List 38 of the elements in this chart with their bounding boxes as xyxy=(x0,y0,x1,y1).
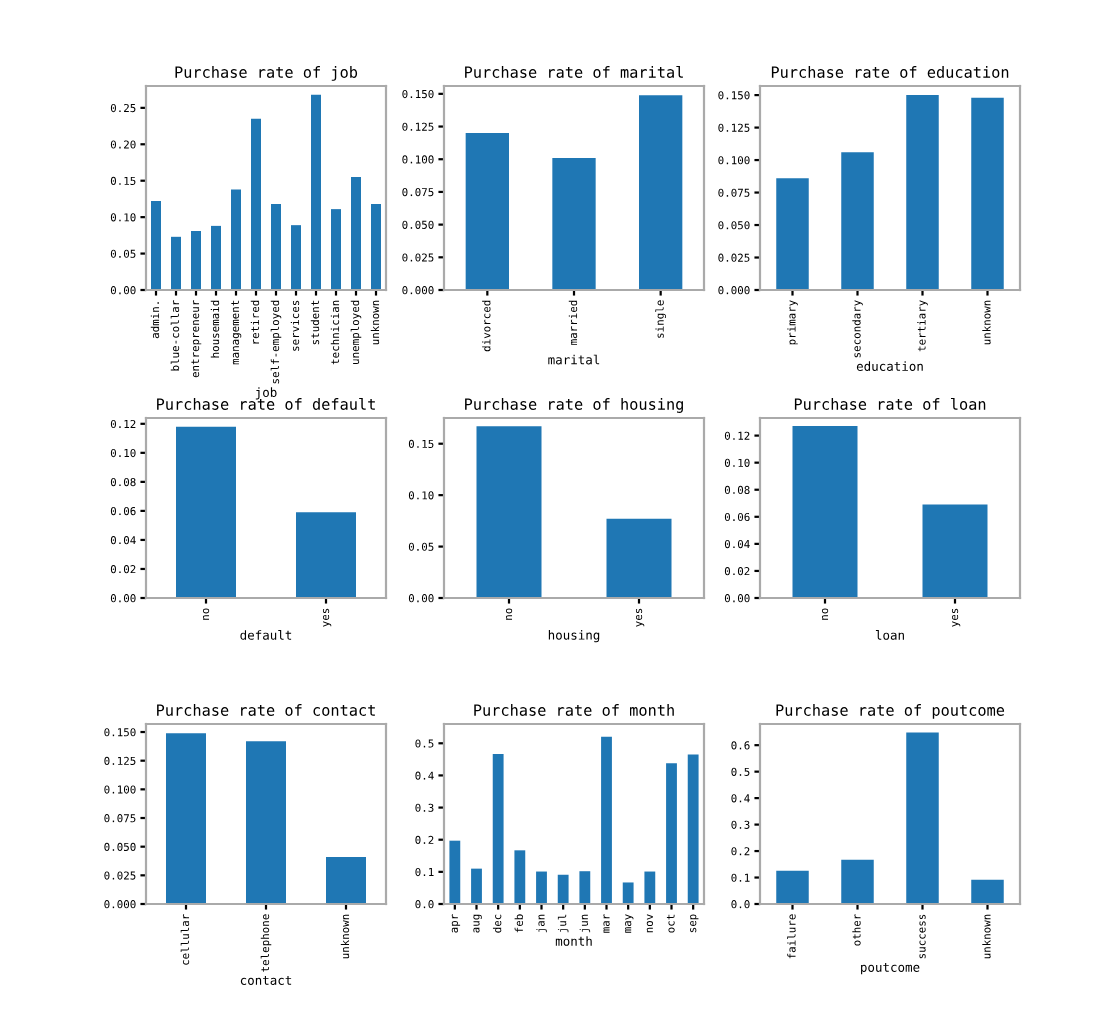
bar xyxy=(622,882,634,904)
bar xyxy=(246,741,286,904)
bar xyxy=(151,201,161,290)
bar xyxy=(639,95,683,290)
bar xyxy=(776,178,809,290)
bar xyxy=(492,753,504,904)
bar xyxy=(465,133,509,290)
bar xyxy=(251,118,261,290)
bar xyxy=(166,733,206,904)
bar xyxy=(191,230,201,290)
bar xyxy=(536,871,547,904)
bar xyxy=(371,204,381,290)
bar xyxy=(579,871,591,904)
bar xyxy=(231,189,241,290)
bar xyxy=(601,736,612,904)
bar xyxy=(331,209,341,290)
bar xyxy=(776,870,809,904)
bar xyxy=(687,754,699,904)
bar xyxy=(841,152,874,290)
bar xyxy=(971,879,1004,904)
bar xyxy=(311,94,321,290)
bar xyxy=(514,850,526,904)
bar xyxy=(906,95,939,290)
bar xyxy=(326,856,366,904)
bar xyxy=(271,204,281,290)
bar xyxy=(841,859,874,904)
bar xyxy=(351,177,361,290)
bar xyxy=(552,157,596,290)
bar xyxy=(291,225,301,290)
bar xyxy=(644,871,656,904)
bar xyxy=(971,97,1004,290)
bar xyxy=(211,225,221,290)
bar xyxy=(557,874,569,904)
bar xyxy=(906,732,939,904)
bar xyxy=(666,763,677,904)
bar xyxy=(171,236,181,290)
bar xyxy=(449,840,461,904)
bar xyxy=(471,868,482,904)
